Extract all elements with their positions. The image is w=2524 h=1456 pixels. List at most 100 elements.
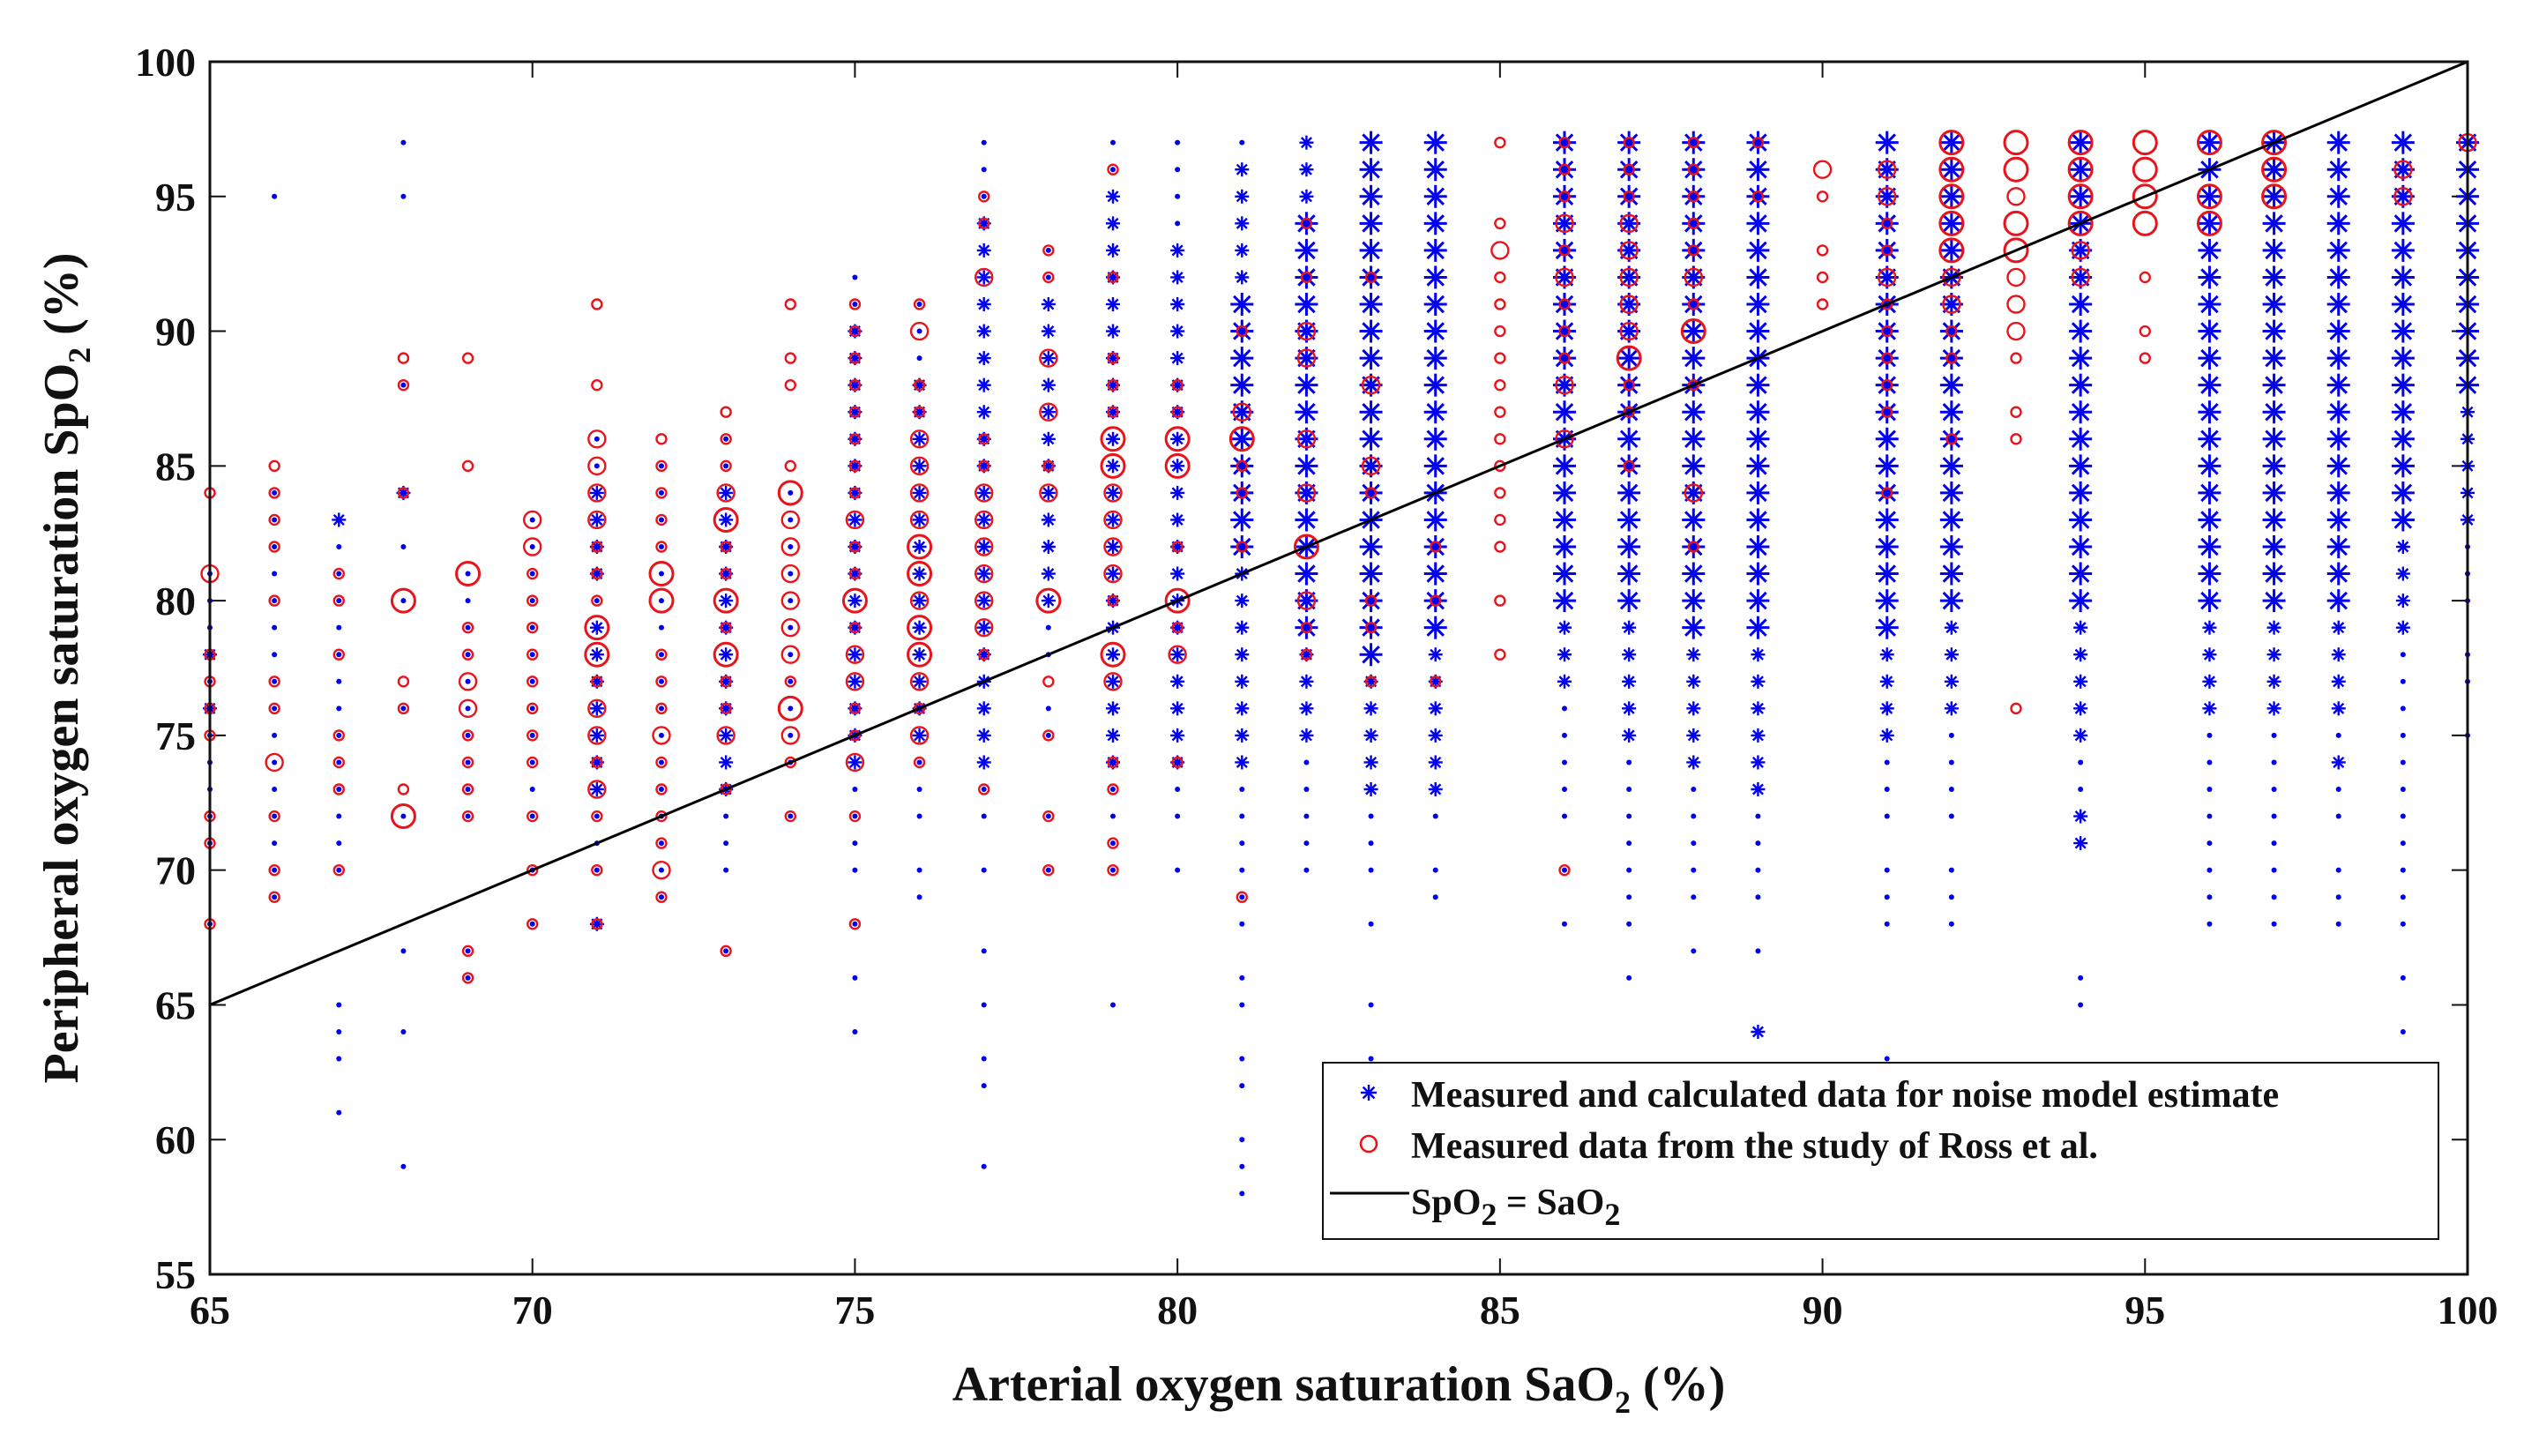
noise-model-point xyxy=(336,652,342,658)
noise-model-point xyxy=(465,624,471,631)
noise-model-point xyxy=(1041,377,1056,392)
noise-model-point xyxy=(2202,620,2217,635)
noise-model-point xyxy=(2198,562,2222,586)
noise-model-point xyxy=(1691,813,1697,819)
noise-model-point xyxy=(1110,1002,1116,1008)
ross-point xyxy=(1494,325,1506,338)
noise-model-point xyxy=(1428,755,1443,770)
noise-model-point xyxy=(1170,566,1185,581)
ross-point xyxy=(397,352,410,364)
noise-model-point xyxy=(719,512,734,527)
noise-model-point xyxy=(976,540,991,554)
ross-point xyxy=(1296,483,1317,503)
ross-point xyxy=(1619,321,1639,341)
ross-point xyxy=(1103,483,1123,503)
noise-model-point xyxy=(1755,840,1761,847)
noise-model-point xyxy=(1884,813,1890,819)
noise-model-point xyxy=(1041,540,1056,554)
ross-point xyxy=(591,810,603,823)
noise-model-point xyxy=(1939,562,1963,586)
noise-model-point xyxy=(1235,216,1250,231)
noise-model-point xyxy=(1170,647,1185,662)
y-tick-label: 55 xyxy=(155,1252,196,1297)
noise-model-point xyxy=(659,759,664,765)
ross-point xyxy=(2132,156,2158,183)
noise-model-point xyxy=(1562,706,1567,712)
ross-point xyxy=(461,459,474,473)
ross-point xyxy=(1558,136,1571,149)
noise-model-point xyxy=(848,647,862,662)
noise-model-point xyxy=(2198,508,2222,532)
ross-point xyxy=(1107,163,1119,175)
ross-point xyxy=(1100,452,1126,479)
noise-model-point xyxy=(1423,454,1447,478)
noise-model-point xyxy=(529,706,535,712)
ross-point xyxy=(780,564,800,584)
noise-model-point xyxy=(2207,894,2213,900)
noise-model-point xyxy=(976,566,991,581)
noise-model-point xyxy=(1562,732,1567,738)
ross-point xyxy=(978,783,990,795)
noise-model-point xyxy=(465,706,471,712)
ross-point xyxy=(591,298,603,310)
ross-point xyxy=(655,541,668,553)
noise-model-point xyxy=(659,598,664,604)
ross-point xyxy=(397,487,410,499)
noise-model-point xyxy=(336,840,342,847)
ross-point xyxy=(848,352,862,364)
noise-model-point xyxy=(2207,867,2213,873)
ross-point xyxy=(2393,187,2413,206)
ross-point xyxy=(913,756,926,769)
ross-point xyxy=(2067,183,2094,210)
ross-point xyxy=(655,702,668,715)
ross-point xyxy=(845,752,865,773)
noise-model-point xyxy=(589,512,604,527)
noise-model-point xyxy=(1299,135,1314,150)
ross-point xyxy=(587,429,607,449)
noise-model-point xyxy=(529,732,535,738)
noise-model-point xyxy=(1746,454,1770,478)
noise-model-point xyxy=(848,512,862,527)
noise-model-point xyxy=(659,517,664,523)
noise-model-point xyxy=(1553,319,1576,343)
noise-model-point xyxy=(2198,454,2222,478)
ross-point xyxy=(1881,325,1893,338)
noise-model-point xyxy=(1239,1002,1245,1008)
noise-model-point xyxy=(1359,212,1383,235)
noise-model-point xyxy=(1175,867,1181,873)
noise-model-point xyxy=(1751,647,1766,662)
noise-model-point xyxy=(1691,867,1697,873)
noise-model-point xyxy=(852,867,858,873)
ross-point xyxy=(1164,426,1191,452)
noise-model-point xyxy=(1939,131,1963,154)
noise-model-point xyxy=(1170,270,1185,285)
ross-point xyxy=(720,621,732,634)
ross-point xyxy=(461,810,474,823)
noise-model-point xyxy=(2331,674,2346,689)
ross-point xyxy=(461,352,474,364)
noise-model-point xyxy=(2069,131,2093,154)
ross-point xyxy=(1558,863,1571,877)
ross-point xyxy=(1881,378,1893,392)
noise-model-point xyxy=(1746,265,1770,289)
noise-model-point xyxy=(1875,481,1899,504)
ross-point xyxy=(1942,295,1961,314)
noise-model-point xyxy=(2198,319,2222,343)
noise-model-point xyxy=(594,598,600,604)
noise-model-point xyxy=(2326,535,2350,558)
ross-point xyxy=(1300,217,1313,230)
noise-model-point xyxy=(1682,184,1706,208)
ross-point xyxy=(1687,378,1699,392)
ross-point xyxy=(1042,863,1055,877)
noise-model-point xyxy=(2326,293,2350,316)
y-axis-label-prefix: Peripheral oxygen saturation SpO xyxy=(34,363,89,1084)
noise-model-point xyxy=(400,139,407,146)
plot-area-frame xyxy=(208,60,2469,1276)
ross-point xyxy=(720,433,732,445)
ross-point xyxy=(1361,456,1381,476)
noise-model-point xyxy=(1106,324,1120,339)
noise-model-point xyxy=(1939,481,1963,504)
noise-model-point xyxy=(2202,674,2217,689)
noise-model-point xyxy=(465,759,471,765)
noise-model-point xyxy=(1875,319,1899,343)
